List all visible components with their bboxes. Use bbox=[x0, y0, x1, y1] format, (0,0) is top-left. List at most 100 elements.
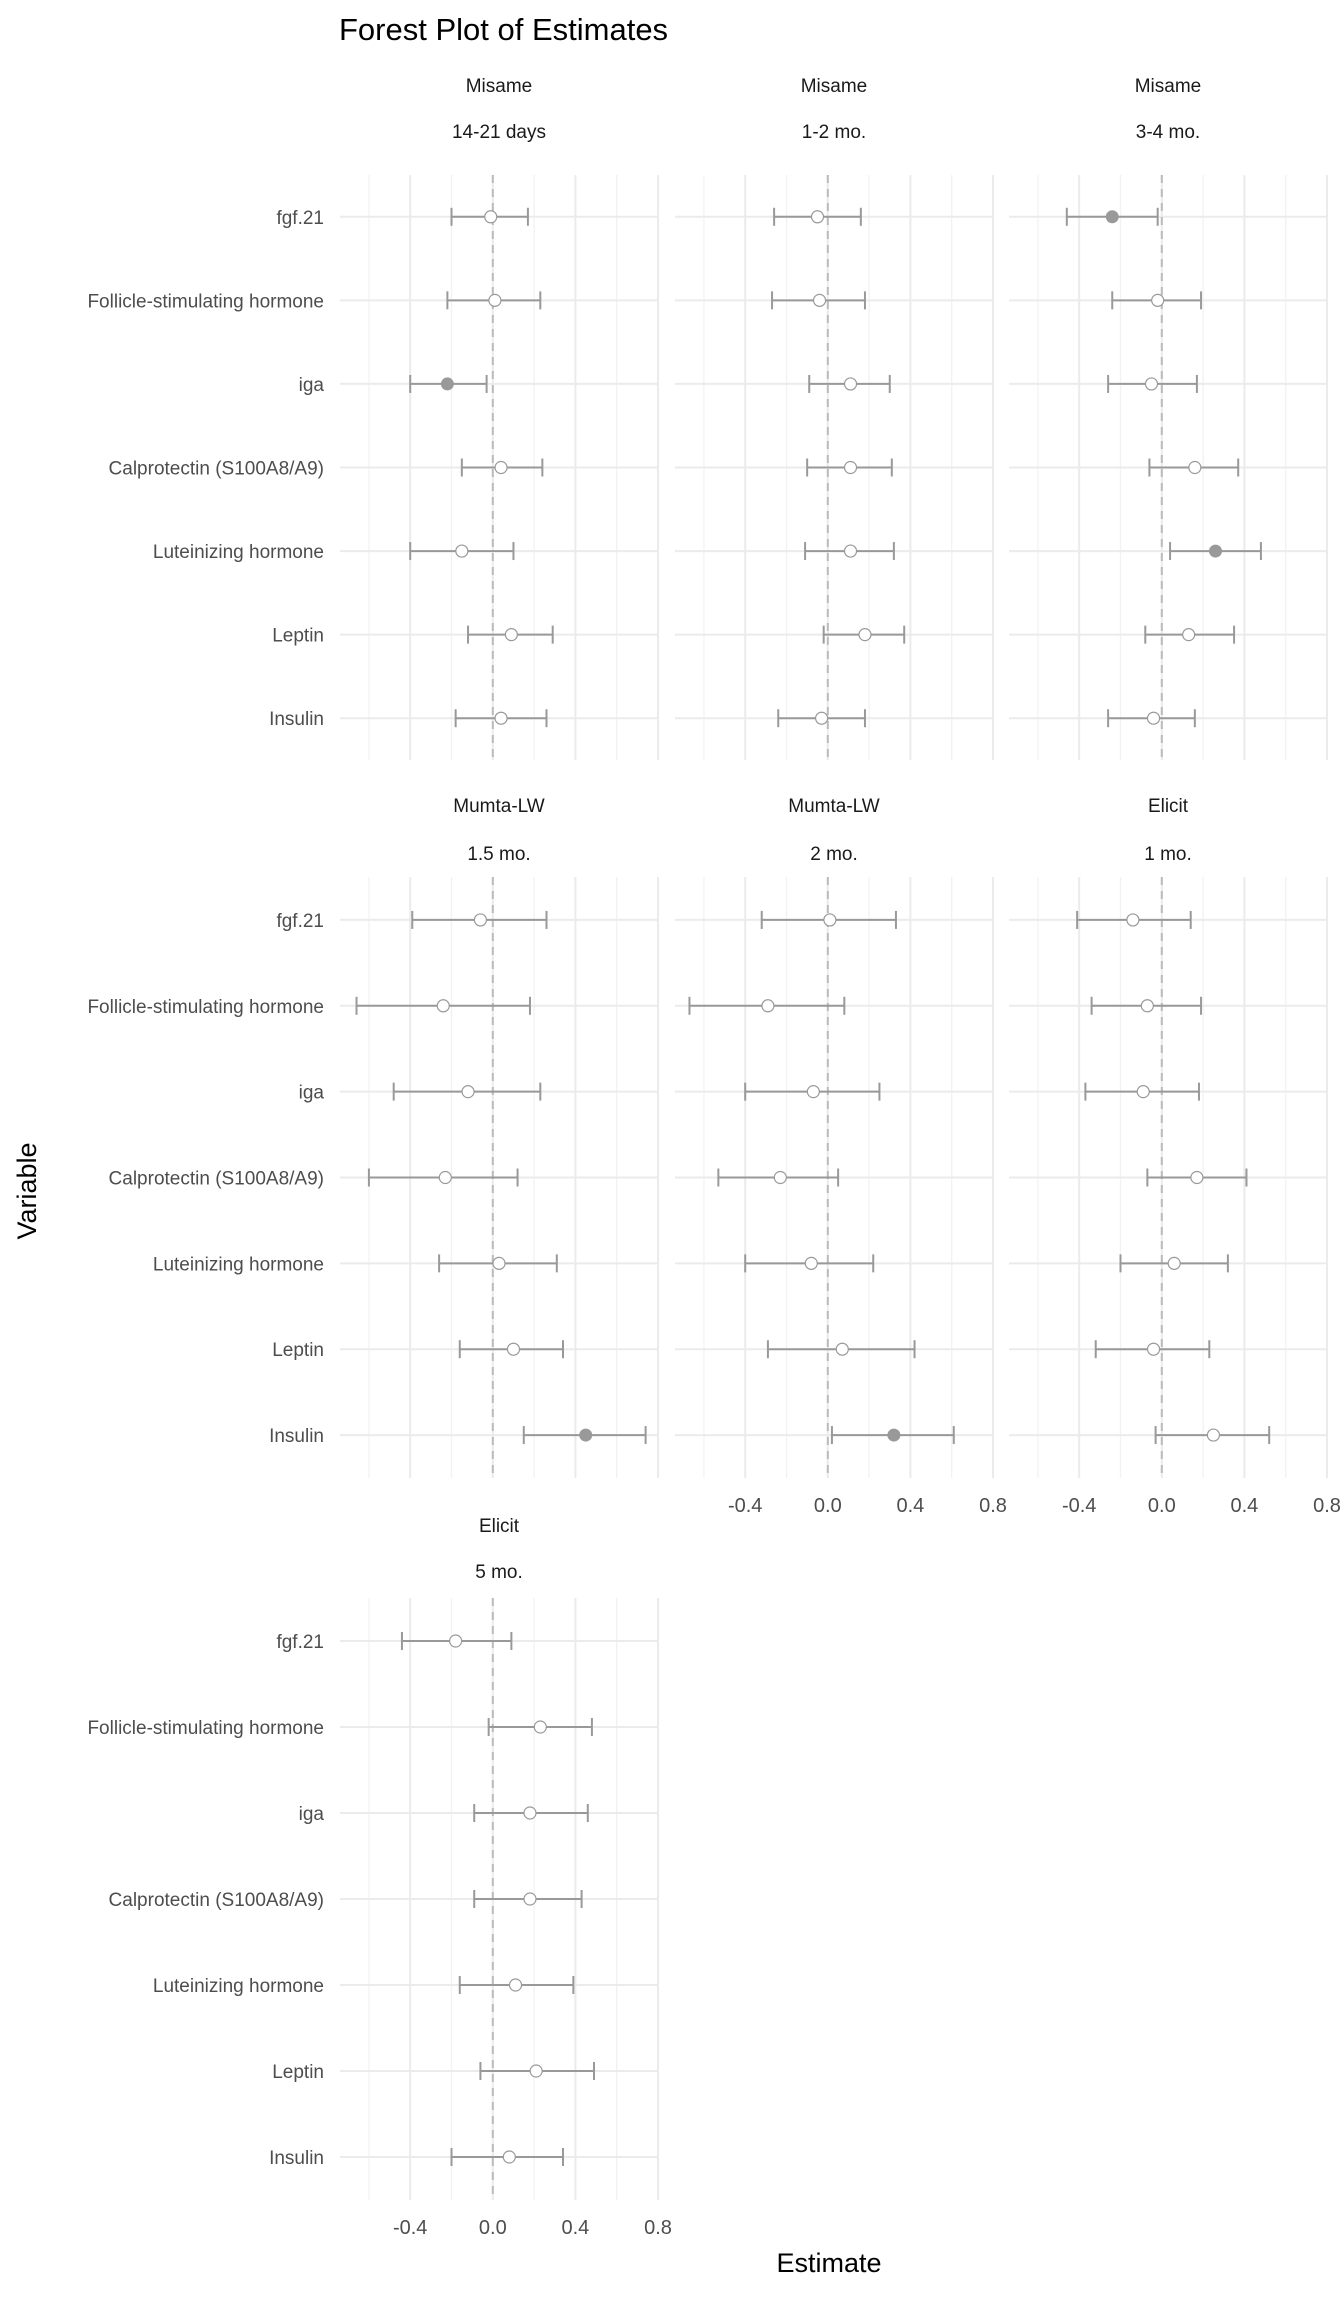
y-tick-label: Insulin bbox=[269, 709, 324, 730]
strip-timepoint-label: 1-2 mo. bbox=[802, 122, 866, 143]
estimate-point bbox=[488, 293, 502, 307]
estimate-point bbox=[1188, 460, 1202, 475]
estimate-point-significant bbox=[579, 1428, 593, 1442]
y-tick-label: Luteinizing hormone bbox=[153, 1254, 324, 1275]
y-tick-label: Leptin bbox=[272, 1340, 324, 1361]
strip-timepoint-label: 14-21 days bbox=[452, 122, 546, 143]
strip-study-label: Mumta-LW bbox=[788, 796, 880, 817]
estimate-point-significant bbox=[1105, 210, 1119, 224]
estimate-point bbox=[804, 1256, 818, 1270]
strip-study-label: Misame bbox=[1135, 76, 1202, 97]
strip-study-label: Elicit bbox=[479, 1516, 520, 1537]
y-tick-label: fgf.21 bbox=[276, 911, 324, 932]
y-tick-label: iga bbox=[299, 1804, 325, 1825]
estimate-point bbox=[508, 1978, 523, 1992]
x-tick-label: 0.0 bbox=[814, 1495, 842, 1517]
estimate-point bbox=[1126, 913, 1140, 927]
estimate-point bbox=[810, 210, 825, 224]
y-tick-label: Luteinizing hormone bbox=[153, 1976, 324, 1997]
panel-misame-2: Misame 3-4 mo. bbox=[1009, 76, 1328, 760]
strip-study-label: Elicit bbox=[1148, 796, 1189, 817]
x-tick-label: 0.8 bbox=[1313, 1495, 1341, 1517]
y-tick-label: Calprotectin (S100A8/A9) bbox=[109, 1169, 324, 1190]
y-tick-label: iga bbox=[299, 1083, 325, 1104]
estimate-point bbox=[1146, 1342, 1161, 1356]
strip-timepoint-label: 5 mo. bbox=[475, 1562, 523, 1583]
estimate-point bbox=[823, 913, 837, 927]
x-tick-label: 0.4 bbox=[561, 2217, 589, 2239]
estimate-point bbox=[492, 1256, 506, 1270]
y-tick-label: fgf.21 bbox=[276, 208, 324, 229]
x-tick-label: -0.4 bbox=[728, 1495, 762, 1517]
estimate-point bbox=[502, 2150, 516, 2164]
y-tick-label: fgf.21 bbox=[276, 1632, 324, 1653]
estimate-point bbox=[523, 1806, 537, 1820]
strip-study-label: Misame bbox=[466, 76, 533, 97]
estimate-point bbox=[1190, 1170, 1204, 1185]
x-axis-title: Estimate bbox=[776, 2248, 881, 2278]
y-tick-label: Follicle-stimulating hormone bbox=[87, 1718, 324, 1739]
panel-elicit-6: Elicit 5 mo. fgf.21 Follicle-stimulating ho… bbox=[87, 1516, 671, 2239]
estimate-point bbox=[523, 1892, 537, 1906]
y-tick-label: Insulin bbox=[269, 2148, 324, 2169]
estimate-point bbox=[436, 999, 450, 1013]
x-tick-label: 0.0 bbox=[479, 2217, 507, 2239]
estimate-point bbox=[438, 1170, 452, 1185]
y-tick-label: Leptin bbox=[272, 626, 324, 647]
strip-study-label: Mumta-LW bbox=[453, 796, 545, 817]
estimate-point bbox=[1182, 628, 1196, 642]
chart-title: Forest Plot of Estimates bbox=[339, 12, 668, 47]
x-tick-label: 0.8 bbox=[979, 1495, 1007, 1517]
x-tick-label: 0.4 bbox=[896, 1495, 924, 1517]
y-tick-label: Insulin bbox=[269, 1426, 324, 1447]
estimate-point-significant bbox=[1208, 544, 1222, 558]
y-tick-label: Follicle-stimulating hormone bbox=[87, 997, 324, 1018]
estimate-point bbox=[1136, 1085, 1150, 1099]
strip-timepoint-label: 1 mo. bbox=[1144, 844, 1192, 865]
estimate-point bbox=[473, 913, 488, 927]
estimate-point bbox=[1140, 999, 1154, 1013]
y-tick-label: Luteinizing hormone bbox=[153, 542, 324, 563]
estimate-point bbox=[533, 1720, 547, 1734]
estimate-point bbox=[449, 1634, 463, 1648]
estimate-point bbox=[506, 1342, 521, 1356]
estimate-point bbox=[815, 711, 829, 725]
estimate-point-significant bbox=[440, 377, 454, 391]
strip-study-label: Misame bbox=[801, 76, 868, 97]
estimate-point bbox=[529, 2064, 543, 2078]
estimate-point bbox=[761, 999, 775, 1013]
x-tick-label: -0.4 bbox=[393, 2217, 427, 2239]
estimate-point bbox=[504, 628, 518, 642]
estimate-point bbox=[806, 1085, 820, 1099]
estimate-point bbox=[1144, 377, 1159, 391]
estimate-point bbox=[1167, 1256, 1181, 1270]
x-tick-label: 0.0 bbox=[1148, 1495, 1176, 1517]
y-tick-label: Calprotectin (S100A8/A9) bbox=[109, 459, 324, 480]
estimate-point bbox=[1146, 711, 1161, 725]
panel-elicit-5: Elicit 1 mo. -0.4 0.0 0.4 0.8 bbox=[1009, 796, 1341, 1517]
estimate-point bbox=[843, 377, 858, 391]
panel-mumta-lw-3: Mumta-LW 1.5 mo. fgf.21 Follicle-stimulatin… bbox=[87, 796, 659, 1478]
panel-misame-1: Misame 1-2 mo. bbox=[675, 76, 994, 760]
estimate-point bbox=[455, 544, 469, 558]
estimate-point bbox=[843, 544, 858, 558]
strip-timepoint-label: 2 mo. bbox=[810, 844, 858, 865]
y-tick-label: Leptin bbox=[272, 2062, 324, 2083]
x-tick-label: 0.4 bbox=[1230, 1495, 1258, 1517]
estimate-point bbox=[494, 711, 508, 725]
estimate-point bbox=[1151, 293, 1165, 307]
strip-timepoint-label: 1.5 mo. bbox=[467, 844, 530, 865]
estimate-point bbox=[812, 293, 827, 307]
panel-mumta-lw-4: Mumta-LW 2 mo. -0.4 0.0 0.4 0.8 bbox=[675, 796, 1007, 1517]
estimate-point bbox=[461, 1085, 475, 1099]
estimate-point-significant bbox=[887, 1428, 901, 1442]
y-axis-title: Variable bbox=[12, 1142, 42, 1239]
estimate-point bbox=[843, 460, 858, 475]
y-tick-label: Calprotectin (S100A8/A9) bbox=[109, 1890, 324, 1911]
estimate-point bbox=[494, 460, 508, 475]
x-tick-label: 0.8 bbox=[644, 2217, 672, 2239]
strip-timepoint-label: 3-4 mo. bbox=[1136, 122, 1200, 143]
estimate-point bbox=[773, 1170, 787, 1185]
x-tick-label: -0.4 bbox=[1062, 1495, 1096, 1517]
